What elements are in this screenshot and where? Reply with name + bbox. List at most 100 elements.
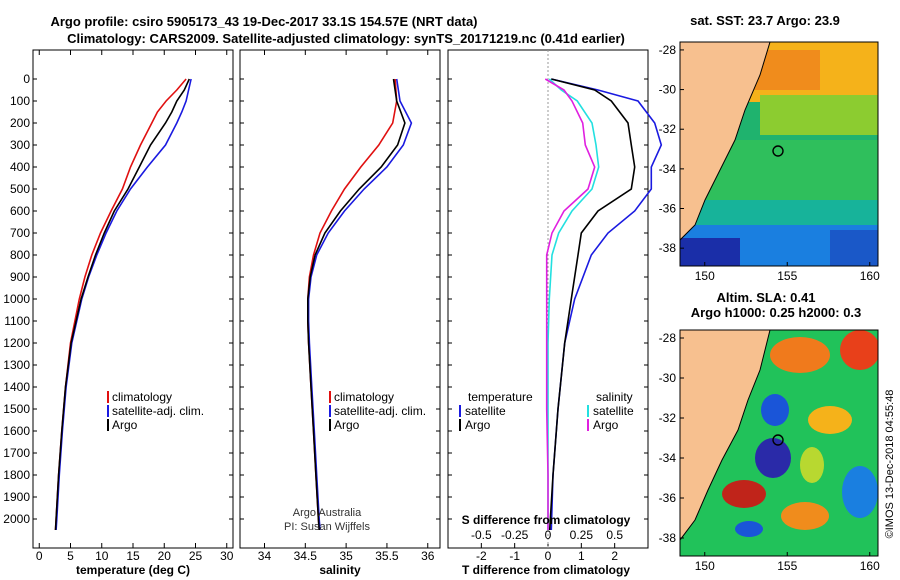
- depth-tick-label: 1200: [3, 336, 30, 350]
- sla-map-ticks: 150 155 160 -28 -30 -32 -34 -36 -38: [659, 331, 880, 573]
- s-tick-label: -0.25: [501, 528, 529, 542]
- depth-tick-label: 1000: [3, 292, 30, 306]
- x-tick-label: 34.5: [294, 549, 318, 563]
- x-tick-label: -1: [509, 549, 520, 563]
- depth-tick-label: 500: [10, 182, 30, 196]
- temperature-x-ticks: 0 5 10 15 20 25 30: [36, 50, 234, 563]
- figure-title-line2: Climatology: CARS2009. Satellite-adjuste…: [67, 31, 625, 46]
- map-y-tick-label: -32: [659, 122, 677, 136]
- depth-tick-label: 1900: [3, 490, 30, 504]
- x-tick-label: 35.5: [375, 549, 399, 563]
- depth-tick-label: 2000: [3, 512, 30, 526]
- depth-tick-label: 900: [10, 270, 30, 284]
- credit-pi-name: PI: Susan Wijffels: [284, 521, 370, 533]
- difference-series: [544, 50, 663, 548]
- s-difference-label: S difference from climatology: [462, 513, 631, 527]
- x-tick-label: 10: [95, 549, 109, 563]
- map-y-tick-label: -36: [659, 202, 677, 216]
- depth-tick-label: 1300: [3, 358, 30, 372]
- s-tick-label: 0.25: [570, 528, 594, 542]
- sla-argo-location: [772, 434, 784, 446]
- x-tick-label: 0: [545, 549, 552, 563]
- legend-climatology-label: climatology: [112, 390, 172, 404]
- series-line-t-satellite: [550, 78, 663, 531]
- sst-map-frame: [679, 41, 879, 267]
- legend-argo-label: Argo: [112, 418, 138, 432]
- sla-map-title: Altim. SLA: 0.41: [717, 290, 816, 305]
- depth-tick-label: 600: [10, 204, 30, 218]
- legend-argo-label: Argo: [334, 418, 360, 432]
- x-tick-label: 15: [126, 549, 140, 563]
- map-y-tick-label: -32: [659, 411, 677, 425]
- map-x-tick-label: 155: [777, 559, 797, 573]
- depth-axis-ticks: [33, 78, 648, 520]
- temperature-panel-frame: [32, 49, 234, 549]
- sla-map-subtitle: Argo h1000: 0.25 h2000: 0.3: [691, 305, 862, 320]
- s-difference-ticks: -0.5 -0.25 0 0.25 0.5: [471, 528, 623, 542]
- depth-tick-label: 300: [10, 138, 30, 152]
- figure-title-line1: Argo profile: csiro 5905173_43 19-Dec-20…: [50, 14, 477, 29]
- difference-x-ticks: -2 -1 0 1 2: [476, 543, 618, 563]
- legend-temperature-title: temperature: [468, 390, 533, 404]
- imos-credit: ©IMOS 13-Dec-2018 04:55:48: [884, 390, 896, 539]
- depth-tick-label: 100: [10, 94, 30, 108]
- sst-map-image: [680, 42, 878, 266]
- salinity-series: [306, 78, 413, 531]
- depth-tick-label: 1800: [3, 468, 30, 482]
- map-x-tick-label: 160: [860, 269, 880, 283]
- depth-tick-label: 200: [10, 116, 30, 130]
- map-y-tick-label: -30: [659, 371, 677, 385]
- x-tick-label: 35: [339, 549, 353, 563]
- salinity-legend: climatology satellite-adj. clim. Argo: [329, 390, 426, 432]
- map-x-tick-label: 150: [695, 559, 715, 573]
- depth-tick-label: 1500: [3, 402, 30, 416]
- sla-map-frame: [679, 329, 879, 557]
- series-line-t-argo: [548, 78, 636, 531]
- temperature-x-label: temperature (deg C): [76, 563, 190, 577]
- temperature-legend: climatology satellite-adj. clim. Argo: [107, 390, 204, 432]
- x-tick-label: 36: [421, 549, 435, 563]
- depth-tick-label: 1100: [4, 314, 30, 328]
- x-tick-label: 30: [220, 549, 234, 563]
- salinity-x-ticks: 34 34.5 35 35.5 36: [258, 50, 435, 563]
- series-line-s-satellite: [547, 78, 600, 530]
- sst-argo-location: [772, 145, 784, 157]
- depth-tick-label: 0: [23, 72, 30, 86]
- legend-salinity-title: salinity: [596, 390, 633, 404]
- legend-t-argo-label: Argo: [465, 418, 491, 432]
- series-line-argo: [306, 78, 406, 531]
- map-y-tick-label: -28: [659, 43, 677, 57]
- depth-tick-label: 700: [10, 226, 30, 240]
- series-line-climatology: [306, 78, 398, 531]
- credit-argo-australia: Argo Australia: [293, 507, 362, 519]
- sla-map-image: [680, 330, 878, 556]
- x-tick-label: 5: [67, 549, 74, 563]
- map-x-tick-label: 160: [860, 559, 880, 573]
- x-tick-label: -2: [476, 549, 487, 563]
- x-tick-label: 2: [611, 549, 618, 563]
- temperature-series: [54, 78, 192, 531]
- map-y-tick-label: -38: [659, 531, 677, 545]
- series-line-satellite-adj-clim-: [55, 78, 192, 531]
- map-y-tick-label: -28: [659, 331, 677, 345]
- series-line-argo: [54, 78, 191, 531]
- x-tick-label: 34: [258, 549, 272, 563]
- x-tick-label: 1: [578, 549, 585, 563]
- depth-tick-label: 1700: [3, 446, 30, 460]
- map-y-tick-label: -34: [659, 451, 677, 465]
- depth-tick-label: 1400: [3, 380, 30, 394]
- legend-climatology-label: climatology: [334, 390, 394, 404]
- map-x-tick-label: 155: [777, 269, 797, 283]
- map-y-tick-label: -34: [659, 162, 677, 176]
- difference-legend: temperature satellite Argo salinity sate…: [459, 390, 634, 432]
- map-x-tick-label: 150: [695, 269, 715, 283]
- x-tick-label: 0: [36, 549, 43, 563]
- s-tick-label: 0: [545, 528, 552, 542]
- legend-s-satellite-label: satellite: [593, 404, 634, 418]
- map-y-tick-label: -30: [659, 83, 677, 97]
- salinity-x-label: salinity: [319, 563, 361, 577]
- legend-s-argo-label: Argo: [593, 418, 619, 432]
- sst-map-ticks: 150 155 160 -28 -30 -32 -34 -36 -38: [659, 43, 880, 283]
- s-tick-label: 0.5: [606, 528, 623, 542]
